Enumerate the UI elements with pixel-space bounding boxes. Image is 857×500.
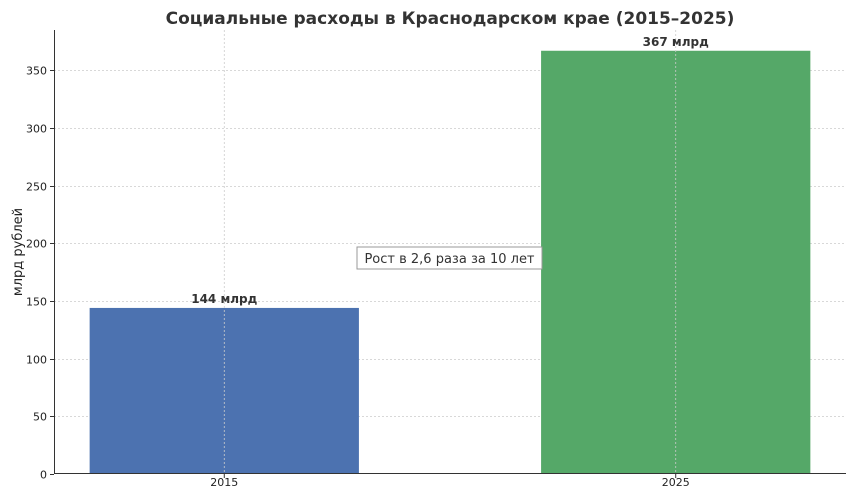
annotation-frame bbox=[356, 246, 543, 270]
y-tick-label: 50 bbox=[33, 411, 47, 424]
bars bbox=[89, 30, 811, 474]
x-tick-label: 2015 bbox=[210, 476, 238, 489]
y-tick-label: 0 bbox=[40, 469, 47, 482]
y-tick-label: 150 bbox=[26, 296, 47, 309]
y-tick-label: 100 bbox=[26, 354, 47, 367]
x-tick-label: 2025 bbox=[662, 476, 690, 489]
y-tick-label: 350 bbox=[26, 65, 47, 78]
data-labels: 144 млрд 367 млрд bbox=[191, 35, 709, 306]
x-ticks: 2015 2025 bbox=[210, 474, 690, 489]
chart-title: Социальные расходы в Краснодарском крае … bbox=[166, 9, 735, 29]
y-tick-label: 300 bbox=[26, 123, 47, 136]
y-ticks: 0 50 100 150 200 250 300 350 bbox=[26, 65, 54, 482]
data-label: 144 млрд bbox=[191, 292, 257, 306]
axes bbox=[54, 30, 846, 474]
data-label: 367 млрд bbox=[643, 35, 709, 49]
annotation-box: Рост в 2,6 раза за 10 лет bbox=[356, 246, 543, 270]
y-tick-label: 200 bbox=[26, 238, 47, 251]
annotation-text: Рост в 2,6 раза за 10 лет bbox=[364, 252, 534, 267]
y-axis-label: млрд рублей bbox=[11, 208, 26, 296]
y-tick-label: 250 bbox=[26, 181, 47, 194]
